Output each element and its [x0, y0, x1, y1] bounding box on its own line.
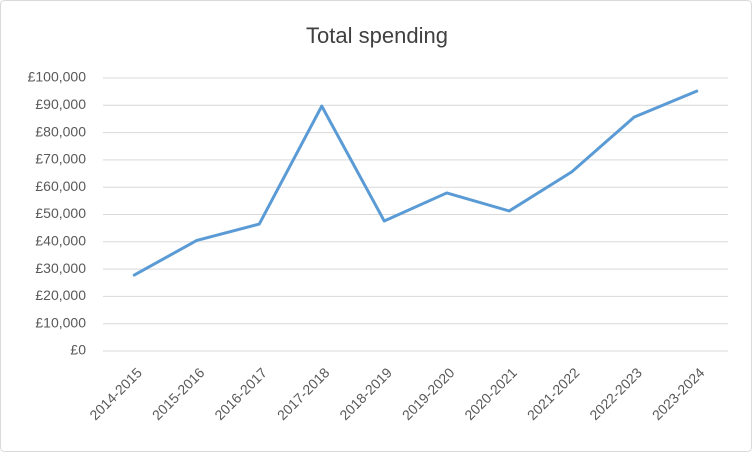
- chart-title: Total spending: [306, 23, 448, 48]
- y-tick-label: £10,000: [35, 314, 86, 330]
- y-tick-label: £30,000: [35, 260, 86, 276]
- data-line: [132, 89, 699, 277]
- y-tick-label: £20,000: [35, 287, 86, 303]
- y-tick-label: £60,000: [35, 178, 86, 194]
- y-tick-label: £80,000: [35, 123, 86, 139]
- y-tick-label: £0: [70, 342, 86, 358]
- y-tick-label: £70,000: [35, 151, 86, 167]
- y-tick-label: £40,000: [35, 233, 86, 249]
- y-tick-label: £90,000: [35, 96, 86, 112]
- y-tick-label: £50,000: [35, 205, 86, 221]
- y-tick-label: £100,000: [28, 69, 87, 85]
